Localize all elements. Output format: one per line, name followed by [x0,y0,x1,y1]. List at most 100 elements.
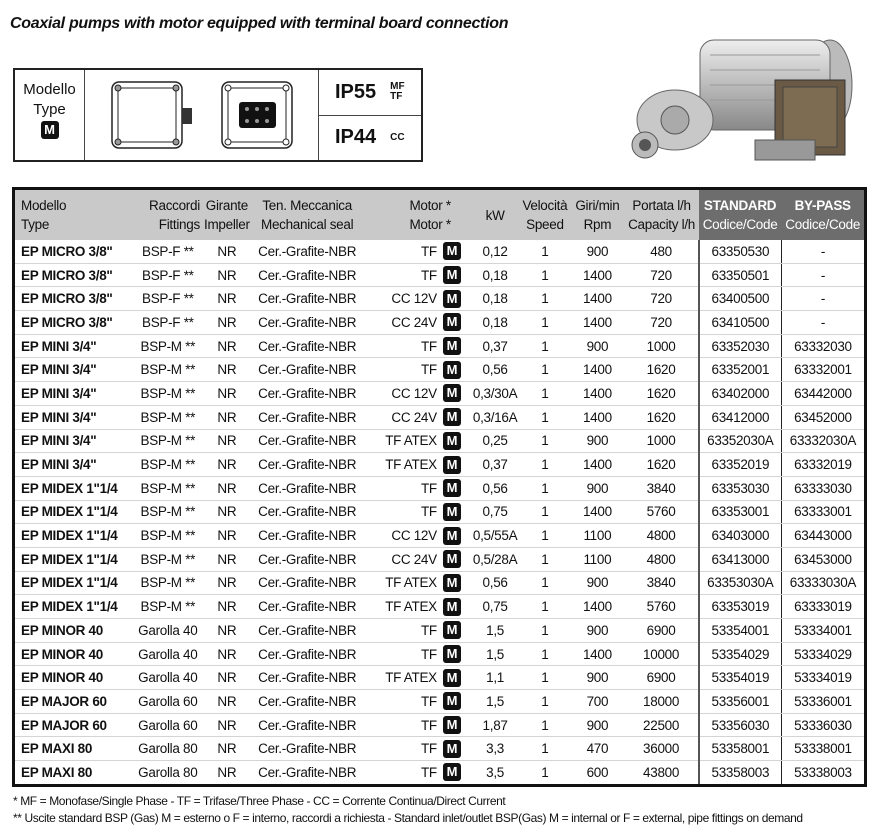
cell-motor: TF M [362,334,471,359]
motor-type: CC 12V [391,528,437,544]
cell-rpm: 900 [570,429,625,454]
ip-sub-mf: MF [390,81,405,93]
cell-model: EP MINI 3/4" [13,452,134,477]
type-m-badge: M [442,384,461,403]
cell-motor: TF M [362,240,471,264]
table-header-row: Modello Type Raccordi Fittings Girante Impe… [13,188,866,240]
cell-speed: 1 [519,665,571,691]
cell-bypass-code: 63332030 [780,334,866,359]
footnote-motor: * MF = Monofase/Single Phase - TF = Trif… [13,794,506,808]
cell-motor: TF M [362,736,471,762]
cell-capacity: 720 [624,310,699,335]
cell-speed: 1 [519,594,571,619]
cell-impeller: NR [201,357,252,383]
cell-capacity: 1000 [624,429,699,454]
cell-fittings: Garolla 60 [133,713,202,738]
cell-impeller: NR [201,452,252,477]
col-model: Modello Type [13,188,134,240]
cell-rpm: 900 [570,713,625,738]
cell-capacity: 720 [624,263,699,288]
cell-bypass-code: 53334001 [780,618,866,643]
cell-rpm: 900 [570,334,625,359]
cell-impeller: NR [201,594,252,619]
cell-kw: 0,75 [470,500,520,525]
cell-fittings: BSP-M ** [133,452,202,477]
cell-standard-code: 63353019 [697,594,782,619]
cell-bypass-code: 63332019 [780,452,866,477]
cell-seal: Cer.-Grafite-NBR [251,736,363,762]
col-kw: kW [470,188,520,240]
cell-fittings: BSP-M ** [133,594,202,619]
cell-bypass-code: 53336030 [780,713,866,738]
type-m-badge: M [442,645,461,664]
cell-kw: 0,5/28A [470,547,520,572]
ip-rating: IP44 [335,126,377,149]
cell-bypass-code: 63443000 [780,523,866,548]
table-row: EP MIDEX 1"1/4 BSP-M ** NR Cer.-Grafite-NBR… [13,547,866,572]
cell-speed: 1 [519,500,571,525]
cell-motor: CC 24V M [362,547,471,572]
table-row: EP MINI 3/4" BSP-M ** NR Cer.-Grafite-NBR TF… [13,452,866,477]
cell-fittings: Garolla 60 [133,689,202,714]
cell-motor: CC 12V M [362,286,471,312]
cell-capacity: 4800 [624,547,699,572]
cell-kw: 0,3/16A [470,405,520,430]
table-row: EP MAJOR 60 Garolla 60 NR Cer.-Grafite-NBR T… [13,689,866,714]
cell-model: EP MINOR 40 [13,618,134,643]
cell-seal: Cer.-Grafite-NBR [251,713,363,738]
cell-kw: 0,56 [470,571,520,596]
type-model-cell: Modello Type M [15,70,85,160]
type-m-badge: M [442,455,461,474]
cell-capacity: 43800 [624,760,699,786]
cell-bypass-code: - [780,310,866,335]
cell-motor: TF ATEX M [362,571,471,596]
cell-seal: Cer.-Grafite-NBR [251,263,363,288]
cell-capacity: 1620 [624,405,699,430]
table-row: EP MIDEX 1"1/4 BSP-M ** NR Cer.-Grafite-NBR… [13,500,866,525]
cell-rpm: 1400 [570,594,625,619]
cell-standard-code: 53358001 [697,736,782,762]
type-m-badge: M [442,716,461,735]
cell-seal: Cer.-Grafite-NBR [251,240,363,264]
cell-bypass-code: 53338003 [780,760,866,786]
cell-seal: Cer.-Grafite-NBR [251,500,363,525]
cell-rpm: 1400 [570,381,625,406]
motor-type: TF ATEX [385,575,437,591]
cell-rpm: 1400 [570,642,625,667]
cell-speed: 1 [519,452,571,477]
motor-type: CC 24V [391,314,437,330]
cell-seal: Cer.-Grafite-NBR [251,381,363,406]
cell-motor: TF ATEX M [362,452,471,477]
cell-rpm: 900 [570,665,625,691]
cell-speed: 1 [519,476,571,501]
cell-impeller: NR [201,665,252,691]
col-fittings: Raccordi Fittings [133,188,202,240]
cell-fittings: BSP-M ** [133,476,202,501]
cell-kw: 1,1 [470,665,520,691]
cell-rpm: 1100 [570,523,625,548]
table-row: EP MINI 3/4" BSP-M ** NR Cer.-Grafite-NBR TF… [13,429,866,454]
cell-capacity: 22500 [624,713,699,738]
cell-standard-code: 63350501 [697,263,782,288]
cell-model: EP MINI 3/4" [13,357,134,383]
motor-type: TF [420,741,437,757]
cell-model: EP MAXI 80 [13,736,134,762]
cell-fittings: Garolla 40 [133,618,202,643]
model-label: Modello [23,81,76,98]
cell-kw: 0,3/30A [470,381,520,406]
cell-bypass-code: - [780,263,866,288]
cell-fittings: BSP-M ** [133,429,202,454]
cell-kw: 0,25 [470,429,520,454]
cell-standard-code: 63353001 [697,500,782,525]
cell-kw: 1,87 [470,713,520,738]
cell-capacity: 6900 [624,618,699,643]
motor-type: TF [420,693,437,709]
cell-fittings: BSP-M ** [133,523,202,548]
cell-seal: Cer.-Grafite-NBR [251,334,363,359]
cell-impeller: NR [201,240,252,264]
cell-capacity: 1620 [624,381,699,406]
cell-speed: 1 [519,334,571,359]
cell-model: EP MINI 3/4" [13,405,134,430]
table-row: EP MIDEX 1"1/4 BSP-M ** NR Cer.-Grafite-NBR… [13,476,866,501]
motor-type: TF ATEX [385,457,437,473]
